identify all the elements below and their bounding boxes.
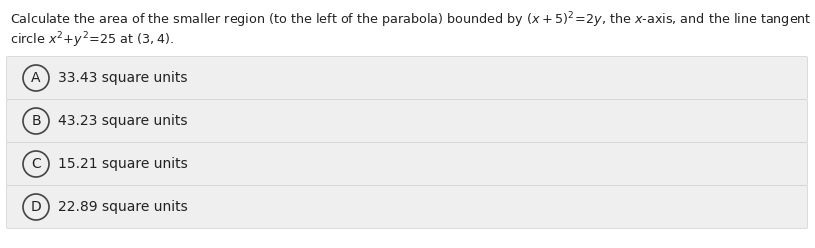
Ellipse shape <box>23 108 49 134</box>
Text: C: C <box>31 157 41 171</box>
FancyBboxPatch shape <box>7 57 808 99</box>
Text: B: B <box>31 114 41 128</box>
Ellipse shape <box>23 194 49 220</box>
Text: 33.43 square units: 33.43 square units <box>58 71 187 85</box>
Ellipse shape <box>23 65 49 91</box>
Text: D: D <box>31 200 42 214</box>
FancyBboxPatch shape <box>7 99 808 143</box>
Text: A: A <box>31 71 41 85</box>
FancyBboxPatch shape <box>7 186 808 228</box>
Text: Calculate the area of the smaller region (to the left of the parabola) bounded b: Calculate the area of the smaller region… <box>10 10 815 30</box>
FancyBboxPatch shape <box>7 143 808 186</box>
Text: circle $x^2\!+\!y^2\!=\!25$ at $(3,4)$.: circle $x^2\!+\!y^2\!=\!25$ at $(3,4)$. <box>10 30 174 50</box>
Ellipse shape <box>23 151 49 177</box>
Text: 15.21 square units: 15.21 square units <box>58 157 187 171</box>
Text: 22.89 square units: 22.89 square units <box>58 200 187 214</box>
Text: 43.23 square units: 43.23 square units <box>58 114 187 128</box>
